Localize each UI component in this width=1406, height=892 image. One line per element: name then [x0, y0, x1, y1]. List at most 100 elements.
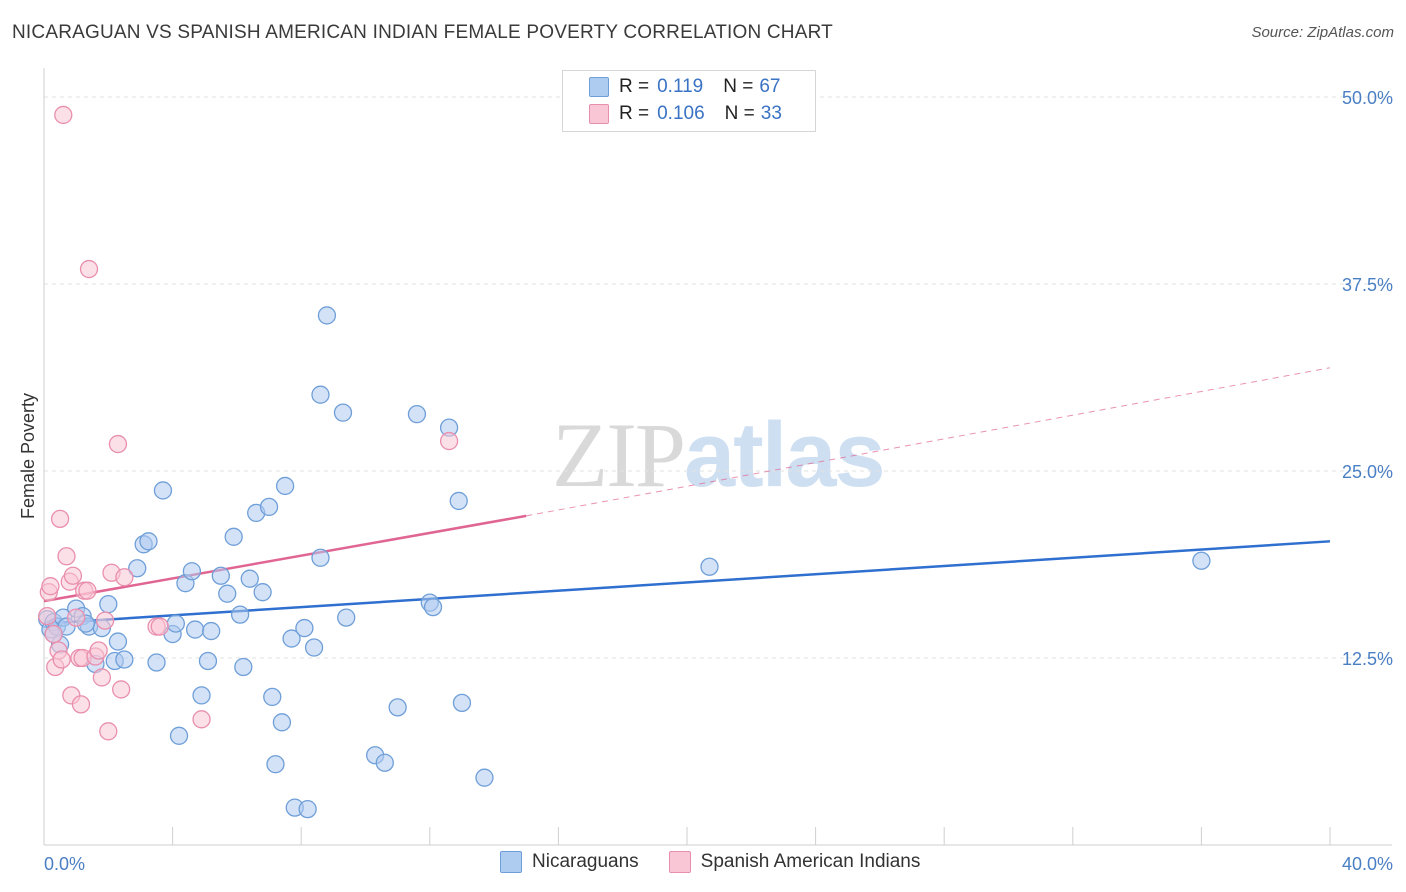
nicaraguan-point	[234, 657, 253, 677]
legend-r-label: R =	[619, 76, 650, 97]
bottom-legend-label: Nicaraguans	[532, 851, 639, 872]
axes	[43, 68, 1392, 846]
spanish-american-indian-trend-extension	[526, 367, 1331, 517]
tick-labels: 12.5% 25.0% 37.5% 50.0% 0.0% 40.0%	[44, 88, 1393, 874]
spanish-american-indian-trend-line	[43, 514, 527, 603]
chart-title: NICARAGUAN VS SPANISH AMERICAN INDIAN FE…	[12, 22, 833, 43]
legend: R = 0.119 N = 67 R = 0.106 N = 33	[562, 70, 816, 132]
bottom-legend-spanish-american-indians[interactable]: Spanish American Indians	[668, 851, 921, 873]
legend-swatch-nicaraguans	[589, 77, 609, 97]
nicaraguan-point	[311, 385, 330, 404]
spanish-american-indian-point	[67, 608, 86, 627]
bottom-legend-swatch-nicaraguans	[500, 851, 522, 873]
nicaraguan-point	[275, 476, 295, 496]
nicaraguan-point	[388, 698, 407, 717]
legend-swatch-spanish-american-indians	[589, 104, 609, 124]
spanish-american-indian-point	[52, 650, 71, 669]
legend-row-spanish-american-indians: R = 0.106 N = 33	[589, 101, 782, 127]
watermark-zip: ZIP	[552, 404, 686, 506]
data-points	[38, 105, 1211, 819]
spanish-american-indian-point	[79, 259, 99, 279]
bottom-legend-swatch-spanish-american-indians	[668, 851, 691, 873]
nicaraguan-point	[298, 799, 317, 819]
x-tick-label: 40.0%	[1342, 854, 1393, 874]
nicaraguan-point	[153, 481, 173, 500]
spanish-american-indian-point	[99, 722, 118, 741]
y-tick-label: 12.5%	[1342, 649, 1393, 669]
spanish-american-indian-point	[63, 566, 83, 585]
nicaraguan-point	[295, 618, 314, 638]
y-tick-label: 37.5%	[1342, 275, 1393, 295]
spanish-american-indian-point	[95, 611, 115, 630]
spanish-american-indian-point	[50, 509, 70, 529]
nicaraguan-point	[311, 548, 330, 567]
nicaraguan-point	[266, 755, 285, 774]
nicaraguan-point	[282, 629, 301, 648]
spanish-american-indian-point	[192, 710, 211, 729]
nicaraguan-point	[99, 594, 118, 614]
spanish-american-indian-point	[112, 680, 131, 699]
nicaraguan-point	[139, 532, 158, 551]
nicaraguan-point	[218, 584, 237, 603]
nicaraguan-point	[272, 713, 292, 732]
legend-n-label: N =	[723, 76, 754, 97]
spanish-american-indian-point	[108, 434, 128, 454]
nicaraguan-point	[185, 620, 205, 639]
y-tick-label: 50.0%	[1342, 88, 1393, 108]
nicaraguan-point	[452, 693, 472, 713]
nicaraguan-point	[147, 653, 166, 672]
spanish-american-indian-point	[38, 606, 57, 626]
trend-lines	[43, 367, 1331, 625]
legend-r-value: 0.106	[657, 103, 705, 124]
nicaraguan-point	[1192, 551, 1211, 570]
y-axis-title: Female Poverty	[18, 393, 38, 519]
nicaraguan-point	[317, 306, 337, 325]
legend-n-value: 33	[760, 103, 782, 124]
spanish-american-indian-point	[54, 105, 73, 125]
spanish-american-indian-point	[439, 431, 459, 451]
spanish-american-indian-point	[57, 547, 76, 566]
watermark: ZIPatlas	[552, 402, 886, 508]
x-tick-label: 0.0%	[44, 854, 85, 874]
spanish-american-indian-point	[71, 695, 91, 714]
legend-row-nicaraguans: R = 0.119 N = 67	[589, 74, 781, 100]
nicaraguan-point	[224, 527, 243, 546]
nicaraguan-point	[304, 638, 324, 657]
spanish-american-indian-point	[89, 641, 108, 660]
nicaraguan-point	[182, 562, 202, 581]
nicaraguan-point	[166, 614, 185, 633]
spanish-american-indian-point	[150, 617, 169, 636]
nicaraguan-point	[259, 497, 279, 517]
legend-r-value: 0.119	[657, 76, 704, 97]
nicaraguan-point	[423, 597, 443, 617]
spanish-american-indian-point	[115, 568, 134, 587]
nicaraguan-point	[337, 608, 356, 627]
nicaraguan-point	[333, 403, 353, 422]
legend-n-value: 67	[759, 76, 781, 97]
spanish-american-indian-point	[44, 624, 63, 644]
nicaraguan-point	[240, 569, 259, 588]
nicaraguan-trend-line	[43, 540, 1331, 625]
nicaraguan-point	[192, 686, 211, 705]
nicaraguan-point	[202, 621, 221, 641]
source-label: Source: ZipAtlas.com	[1251, 24, 1394, 41]
nicaraguan-point	[115, 650, 134, 669]
bottom-legend-nicaraguans[interactable]: Nicaraguans	[500, 851, 639, 873]
nicaraguan-point	[211, 566, 230, 585]
nicaraguan-point	[407, 405, 427, 424]
nicaraguan-point	[128, 559, 147, 578]
nicaraguan-point	[700, 557, 719, 576]
nicaraguan-point	[475, 768, 494, 787]
bottom-legend: Nicaraguans Spanish American Indians	[500, 851, 950, 873]
watermark-atlas: atlas	[684, 404, 886, 506]
spanish-american-indian-point	[78, 581, 97, 600]
nicaraguan-point	[230, 605, 250, 624]
nicaraguan-point	[108, 632, 128, 651]
bottom-legend-label: Spanish American Indians	[700, 851, 921, 872]
legend-n-label: N =	[724, 103, 755, 124]
spanish-american-indian-point	[92, 668, 112, 687]
y-tick-label: 25.0%	[1342, 462, 1393, 482]
nicaraguan-point	[169, 726, 189, 745]
nicaraguan-point	[263, 687, 282, 707]
